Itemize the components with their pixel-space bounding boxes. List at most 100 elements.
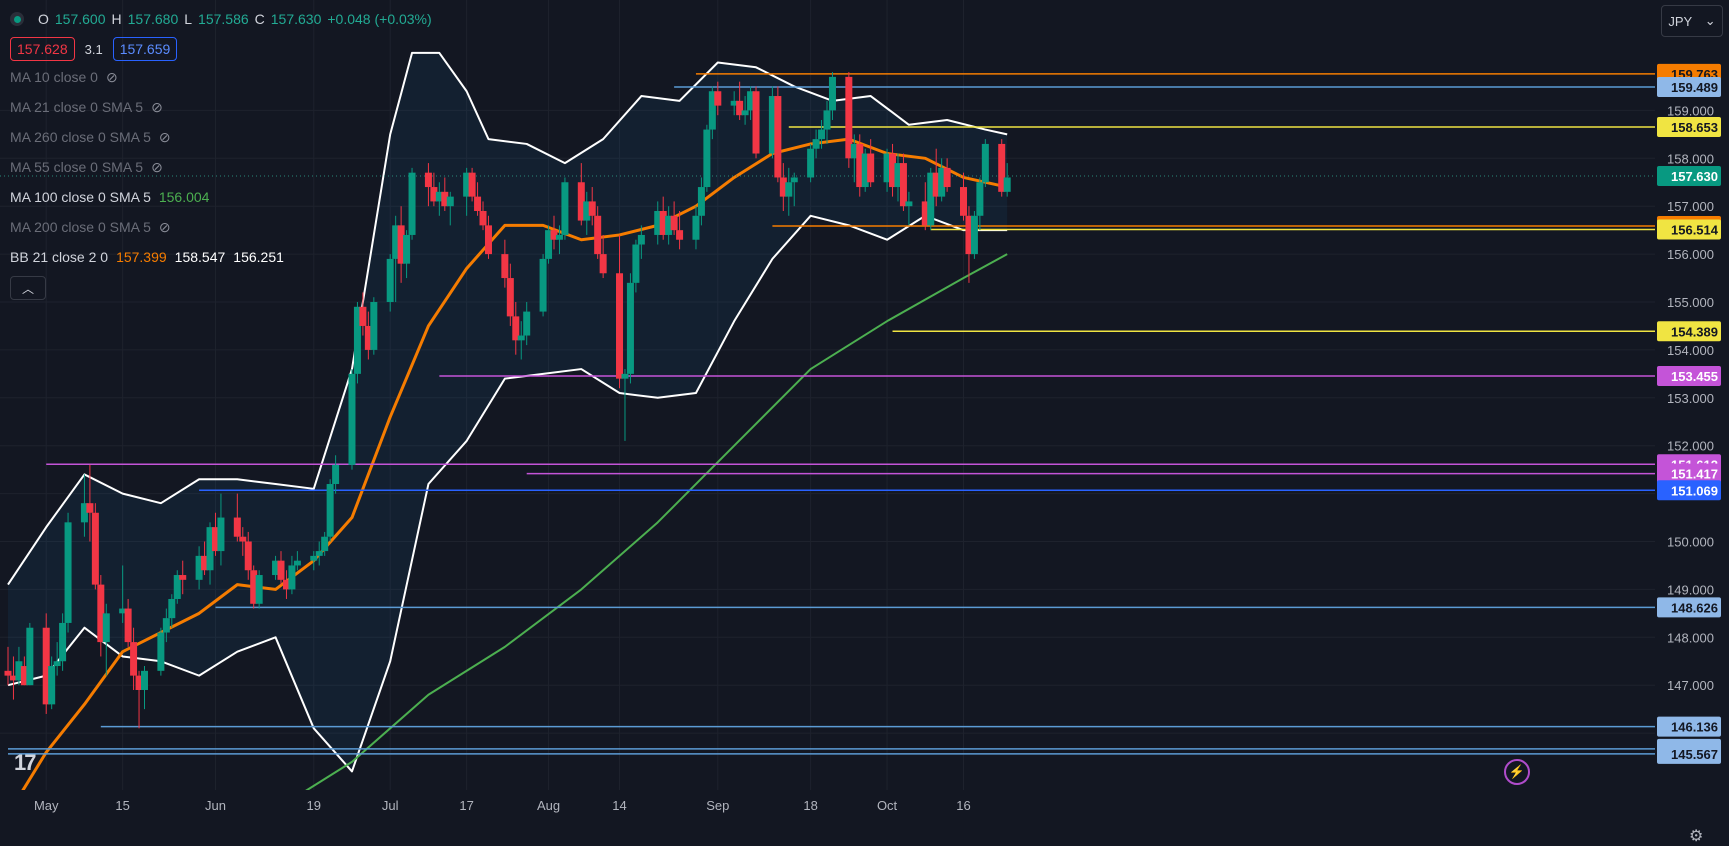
candle-body [86, 503, 94, 513]
candle-body [1003, 177, 1011, 192]
indicator-row[interactable]: MA 200 close 0 SMA 5 ⊘ [10, 212, 432, 242]
candle-body [135, 675, 143, 690]
symbol-status-icon[interactable] [10, 12, 24, 26]
candle-body [211, 527, 219, 552]
level-price-label-bg [1657, 597, 1721, 618]
indicator-name: MA 21 close 0 SMA 5 [10, 99, 144, 115]
indicator-row[interactable]: MA 21 close 0 SMA 5 ⊘ [10, 92, 432, 122]
collapse-legend-button[interactable]: ︿ [10, 276, 46, 300]
indicator-row[interactable]: MA 100 close 0 SMA 5 156.004 [10, 182, 432, 212]
level-price-label-bg [1657, 76, 1721, 97]
level-price-label: 145.567 [1671, 747, 1718, 762]
candle-body [599, 254, 607, 274]
candle-body [359, 306, 367, 326]
candle-body [970, 215, 978, 255]
eye-off-icon[interactable]: ⊘ [151, 158, 163, 175]
eye-off-icon[interactable]: ⊘ [158, 128, 171, 145]
candle-body [998, 143, 1006, 192]
candle-body [626, 282, 634, 374]
candle-body [386, 258, 394, 303]
indicator-row[interactable]: MA 55 close 0 SMA 5 ⊘ [10, 152, 432, 182]
chevron-down-icon: ⌄ [1704, 13, 1716, 28]
indicator-row[interactable]: MA 10 close 0 ⊘ [10, 62, 432, 92]
level-price-label: 159.489 [1671, 80, 1718, 95]
time-tick-label: Oct [877, 798, 898, 813]
candle-body [272, 560, 280, 576]
candle-body [960, 187, 967, 216]
candle-body [588, 201, 596, 216]
candle-body [315, 551, 323, 556]
candle-body [818, 129, 826, 140]
candle-body [708, 91, 716, 130]
level-price-label-bg [1657, 219, 1721, 240]
currency-select[interactable]: JPY ⌄ [1661, 5, 1723, 37]
open-value: 157.600 [54, 11, 106, 27]
price-tick-label: 155.000 [1667, 295, 1714, 310]
high-label: H [111, 11, 122, 27]
level-price-label: 151.417 [1671, 467, 1718, 482]
candle-body [927, 172, 935, 226]
price-tick-label: 153.000 [1667, 391, 1714, 406]
candle-body [550, 230, 558, 240]
price-tick-label: 159.000 [1667, 103, 1714, 118]
low-label: L [184, 11, 193, 27]
change-value: +0.048 (+0.03%) [327, 11, 432, 27]
gear-icon[interactable]: ⚙ [1689, 828, 1704, 845]
candle-body [288, 565, 296, 590]
candle-body [157, 632, 165, 671]
candle-body [195, 555, 203, 580]
price-tick-label: 157.000 [1667, 199, 1714, 214]
price-chart[interactable]: 147.000148.000149.000150.000151.000152.0… [0, 0, 1729, 828]
lightning-icon[interactable]: ⚡ [1504, 759, 1530, 785]
price-tick-label: 150.000 [1667, 535, 1714, 550]
candle-body [856, 143, 864, 188]
candle-body [654, 210, 662, 235]
level-price-label-bg [1657, 480, 1721, 501]
last-price-label-bg [1657, 166, 1721, 187]
candle-body [370, 302, 378, 350]
bb-lower-line [7, 214, 1008, 773]
candle-body [692, 215, 700, 240]
eye-off-icon[interactable]: ⊘ [158, 218, 171, 235]
price-tick-label: 148.000 [1667, 630, 1714, 645]
indicator-value: 156.004 [158, 189, 210, 205]
candle-body [861, 153, 869, 188]
candle-body [364, 325, 372, 350]
candle-body [981, 143, 989, 183]
candle-body [790, 177, 798, 183]
candle-body [424, 172, 432, 188]
indicator-row[interactable]: MA 260 close 0 SMA 5 ⊘ [10, 122, 432, 152]
price-tick-label: 154.000 [1667, 343, 1714, 358]
candle-body [119, 608, 127, 614]
eye-off-icon[interactable]: ⊘ [105, 68, 118, 85]
candle-body [637, 234, 645, 245]
candle-body [48, 666, 56, 705]
candle-body [20, 666, 28, 686]
candle-body [474, 196, 482, 211]
ohlc-row: O 157.600 H 157.680 L 157.586 C 157.630 +0.0… [10, 8, 432, 30]
candle-body [676, 230, 684, 240]
candle-body [965, 215, 973, 255]
candle-body [468, 172, 476, 197]
time-tick-label: 19 [307, 798, 321, 813]
candle-body [632, 244, 640, 283]
level-price-label: 146.136 [1671, 720, 1718, 735]
candle-body [162, 618, 170, 633]
candle-body [545, 230, 553, 259]
tradingview-logo-icon[interactable]: 17 [14, 750, 37, 775]
buy-price-button[interactable]: 157.659 [112, 37, 178, 61]
time-tick-label: Sep [706, 798, 729, 813]
candle-body [26, 627, 34, 686]
currency-label: JPY [1668, 13, 1693, 29]
indicator-name: MA 55 close 0 SMA 5 [10, 159, 144, 175]
candle-body [883, 153, 891, 183]
level-price-label: 148.626 [1671, 600, 1718, 615]
eye-off-icon[interactable]: ⊘ [151, 98, 163, 115]
candle-body [201, 555, 209, 571]
candle-body [4, 670, 12, 676]
candle-body [894, 163, 902, 188]
high-value: 157.680 [127, 11, 179, 27]
candle-body [867, 153, 875, 183]
indicator-bb[interactable]: BB 21 close 2 0 157.399 158.547 156.251 [10, 242, 432, 272]
sell-price-button[interactable]: 157.628 [10, 37, 75, 61]
